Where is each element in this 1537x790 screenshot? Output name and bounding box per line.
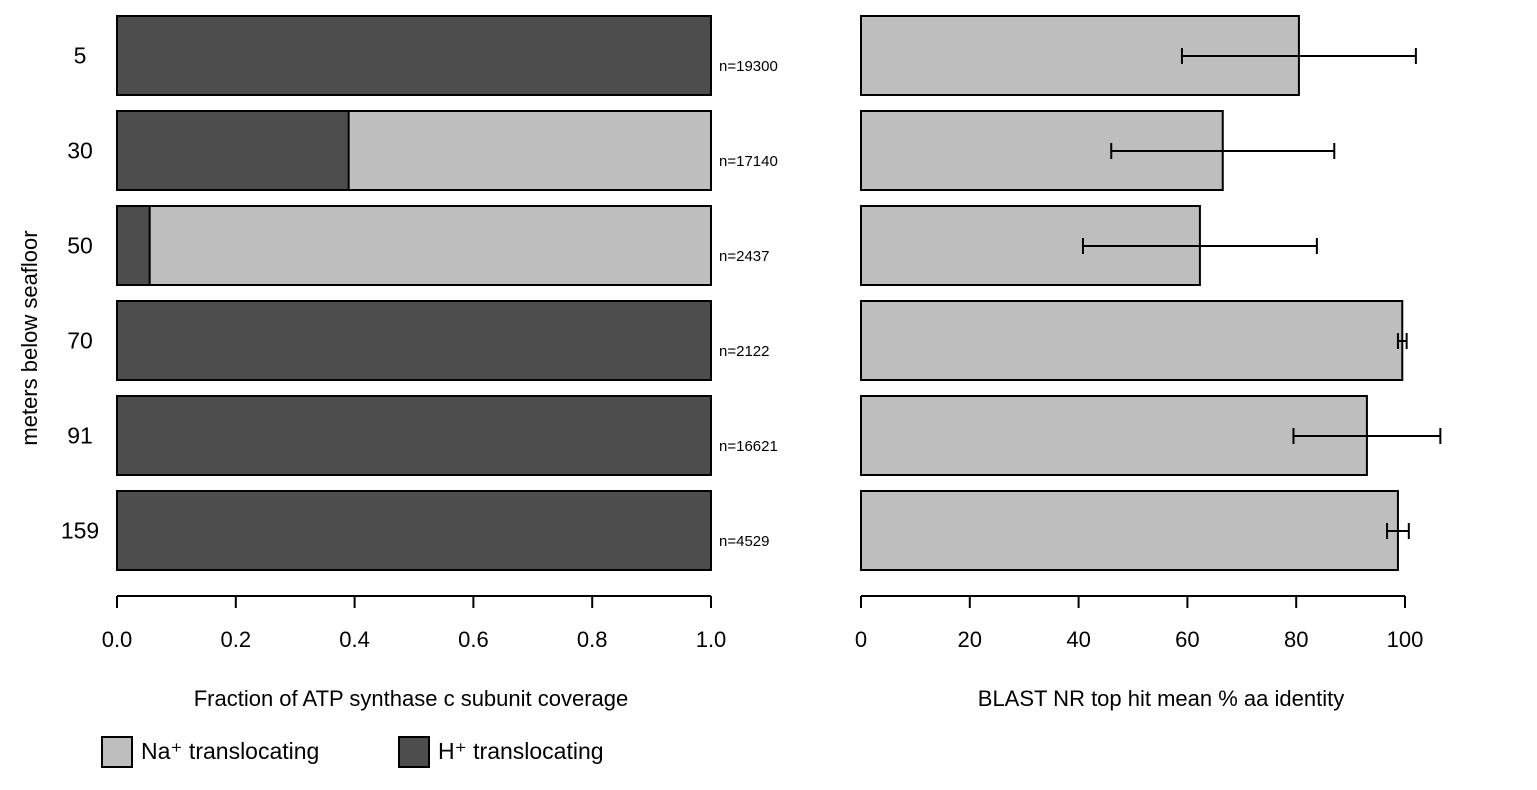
coverage-bar-h — [116, 15, 712, 96]
coverage-x-tick-label: 0.4 — [339, 627, 370, 652]
identity-bar — [860, 300, 1404, 381]
sample-count-label: n=4529 — [719, 533, 769, 550]
coverage-x-axis-title: Fraction of ATP synthase c subunit cover… — [194, 686, 629, 711]
identity-bar — [860, 490, 1399, 571]
depth-label: 70 — [67, 328, 93, 354]
identity-x-axis-title: BLAST NR top hit mean % aa identity — [978, 686, 1344, 711]
sample-count-label: n=2122 — [719, 343, 769, 360]
depth-label: 91 — [67, 423, 93, 449]
legend-swatch-na — [101, 736, 133, 768]
identity-x-tick-label: 0 — [855, 627, 867, 652]
sample-count-label: n=16621 — [719, 438, 778, 455]
sample-count-label: n=17140 — [719, 153, 778, 170]
depth-label: 159 — [61, 518, 99, 544]
coverage-bar-h — [116, 205, 151, 286]
legend-swatch-h — [398, 736, 430, 768]
identity-x-tick-label: 60 — [1175, 627, 1199, 652]
coverage-bar-na — [116, 205, 712, 286]
depth-category-labels: 5 30 50 70 91 159 — [61, 43, 99, 544]
coverage-x-tick-label: 0.0 — [102, 627, 133, 652]
identity-x-tick-label: 80 — [1284, 627, 1308, 652]
coverage-x-tick-label: 1.0 — [696, 627, 727, 652]
coverage-bar-h — [116, 110, 350, 191]
identity-x-tick-label: 40 — [1066, 627, 1090, 652]
sample-count-label: n=2437 — [719, 248, 769, 265]
y-axis-title: meters below seafloor — [17, 230, 42, 445]
coverage-x-tick-label: 0.8 — [577, 627, 608, 652]
coverage-bar-h — [116, 395, 712, 476]
depth-label: 5 — [74, 43, 87, 69]
coverage-panel: n=19300 n=17140 n=2437 n=2122 n=16621 n=4529 0… — [102, 15, 778, 652]
legend: Na⁺ translocating H⁺ translocating — [101, 736, 604, 768]
identity-x-tick-label: 20 — [958, 627, 982, 652]
depth-label: 30 — [67, 138, 93, 164]
coverage-x-tick-label: 0.2 — [221, 627, 252, 652]
legend-label-na: Na⁺ translocating — [141, 738, 319, 764]
identity-bar — [860, 395, 1368, 476]
legend-label-h: H⁺ translocating — [438, 738, 604, 764]
identity-panel: 0 20 40 60 80 100 — [855, 15, 1442, 652]
coverage-bar-h — [116, 490, 712, 571]
depth-label: 50 — [67, 233, 93, 259]
coverage-x-tick-label: 0.6 — [458, 627, 489, 652]
sample-count-label: n=19300 — [719, 58, 778, 75]
coverage-bar-h — [116, 300, 712, 381]
identity-x-tick-label: 100 — [1387, 627, 1424, 652]
